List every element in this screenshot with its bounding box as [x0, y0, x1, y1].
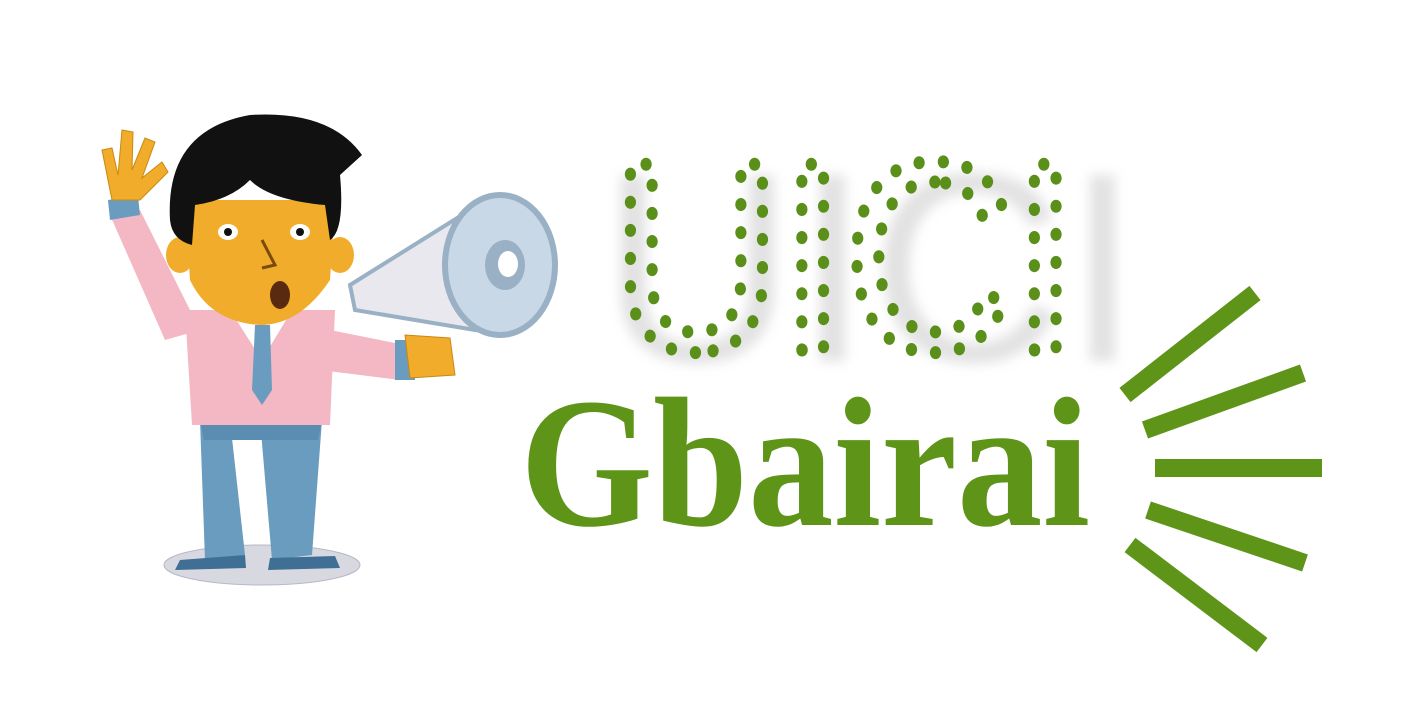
brand-name: Gbairai: [520, 361, 1090, 566]
sound-rays: [1119, 285, 1322, 653]
acronym-shadow: UICI: [600, 118, 1140, 419]
acronym: UICI: [613, 107, 1078, 408]
character-illustration: [101, 114, 558, 586]
